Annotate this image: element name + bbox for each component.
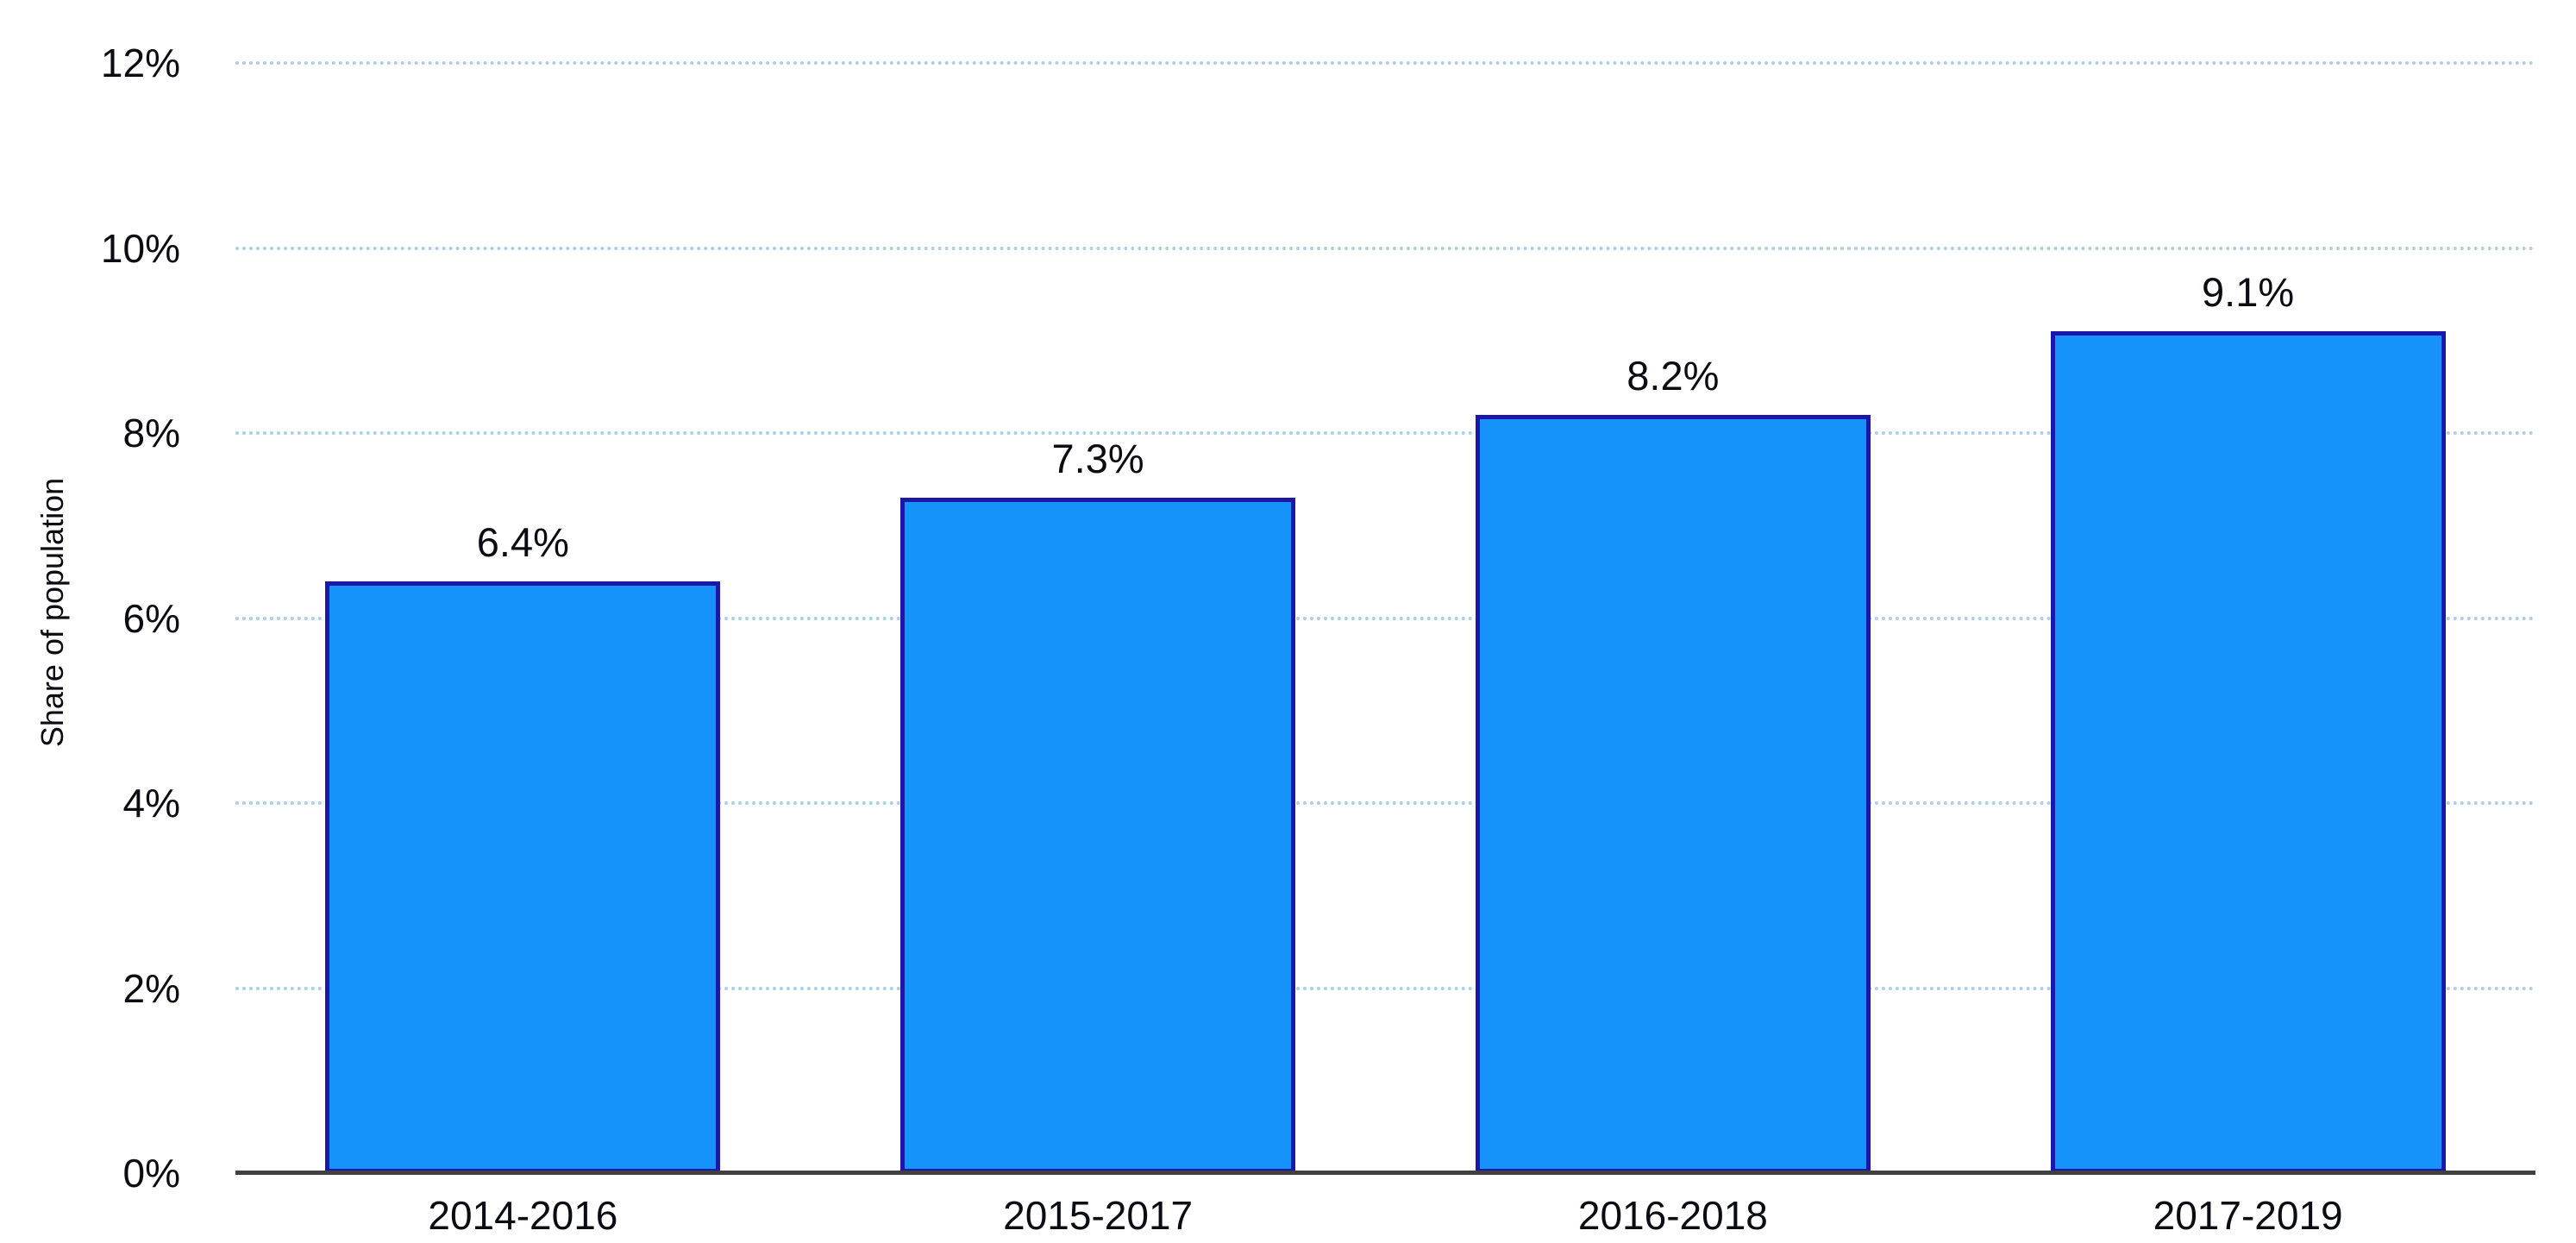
gridline-2pct (235, 986, 2535, 990)
x-axis-line (235, 1171, 2535, 1175)
bar-2016-2018 (1475, 414, 1871, 1173)
y-tick-label: 12% (100, 41, 180, 85)
gridline-8pct (235, 431, 2535, 436)
x-tick-label: 2014-2016 (428, 1193, 618, 1238)
bar-value-label: 8.2% (1626, 352, 1720, 399)
gridline-6pct (235, 616, 2535, 620)
bar-slot: 7.3% (811, 63, 1386, 1173)
gridline-12pct (235, 61, 2535, 65)
bar-2014-2016 (325, 581, 721, 1173)
y-tick-label: 10% (100, 225, 180, 271)
y-tick-label: 0% (122, 1151, 180, 1196)
bar-slot: 9.1% (1960, 63, 2535, 1173)
bar-value-label: 6.4% (476, 518, 569, 565)
bars-layer: 6.4% 7.3% 8.2% 9.1% (235, 63, 2535, 1173)
gridline-10pct (235, 246, 2535, 250)
bar-slot: 6.4% (235, 63, 811, 1173)
x-axis-labels: 2014-2016 2015-2017 2016-2018 2017-2019 (235, 1194, 2535, 1238)
bar-2017-2019 (2050, 331, 2446, 1173)
bar-slot: 8.2% (1386, 63, 1961, 1173)
bar-value-label: 9.1% (2202, 269, 2295, 316)
y-axis-ticks: 0% 2% 4% 6% 8% 10% 12% (0, 43, 194, 1193)
gridline-4pct (235, 801, 2535, 806)
y-tick-label: 4% (122, 781, 180, 826)
y-tick-label: 2% (122, 965, 180, 1011)
plot-area: 6.4% 7.3% 8.2% 9.1% (235, 61, 2535, 1175)
x-tick-label: 2016-2018 (1577, 1193, 1768, 1238)
y-tick-label: 6% (122, 595, 180, 641)
bar-value-label: 7.3% (1051, 436, 1144, 482)
x-tick-label: 2017-2019 (2153, 1193, 2343, 1238)
bar-2015-2017 (900, 498, 1296, 1173)
x-tick-label: 2015-2017 (1003, 1193, 1194, 1238)
y-tick-label: 8% (122, 411, 180, 455)
